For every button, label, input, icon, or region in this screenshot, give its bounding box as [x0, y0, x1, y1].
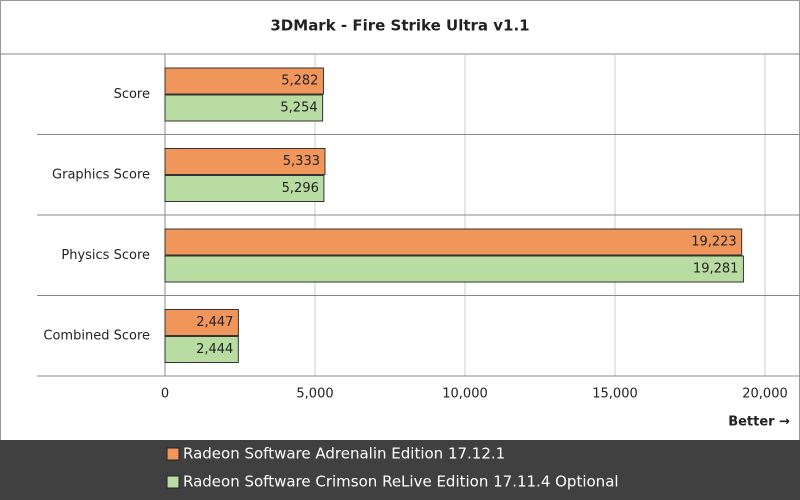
value-label: 2,444 [196, 342, 233, 357]
bar [164, 228, 743, 256]
bar [164, 255, 744, 283]
value-label: 19,223 [691, 235, 737, 250]
legend-label: Radeon Software Crimson ReLive Edition 1… [183, 473, 619, 491]
x-tick-label: 10,000 [442, 387, 488, 402]
value-label: 2,447 [196, 315, 233, 330]
legend-swatch [166, 475, 180, 489]
bar [164, 94, 324, 122]
y-tick-label: Combined Score [43, 328, 150, 343]
bar [164, 336, 239, 363]
x-tick-label: 0 [161, 387, 169, 402]
value-label: 5,333 [283, 154, 320, 169]
value-label: 19,281 [693, 262, 739, 277]
x-tick-label: 5,000 [296, 387, 333, 402]
y-tick-label: Score [114, 87, 150, 102]
value-label: 5,254 [280, 101, 317, 116]
x-tick-label: 15,000 [592, 387, 638, 402]
x-note: Better → [728, 415, 790, 430]
bar [164, 175, 325, 202]
y-tick-label: Graphics Score [52, 167, 150, 182]
chart-title: 3DMark - Fire Strike Ultra v1.1 [270, 17, 529, 35]
y-tick-label: Physics Score [61, 248, 150, 263]
value-label: 5,282 [281, 74, 318, 89]
legend-panel [0, 440, 800, 500]
x-tick-label: 20,000 [742, 387, 788, 402]
bar [164, 67, 324, 95]
legend-label: Radeon Software Adrenalin Edition 17.12.… [183, 445, 505, 463]
bar [164, 148, 326, 175]
bar [164, 309, 239, 336]
value-label: 5,296 [282, 181, 319, 196]
legend-swatch [166, 447, 180, 461]
